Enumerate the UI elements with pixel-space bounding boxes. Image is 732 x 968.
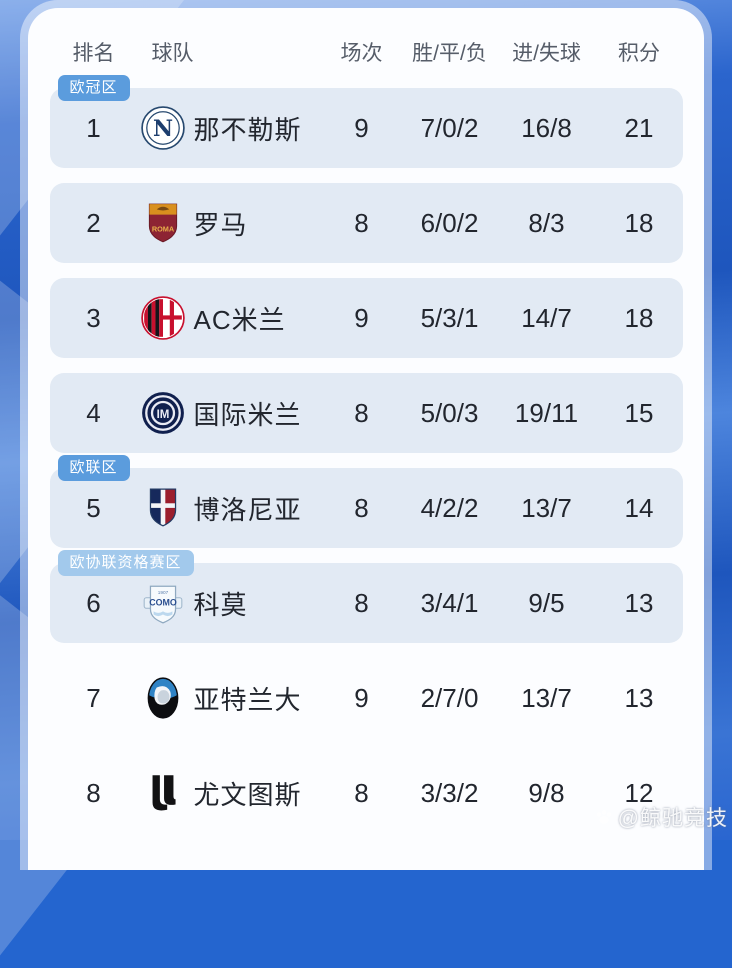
roma-logo-icon: ROMA <box>140 200 186 246</box>
table-row: 欧协联资格赛区 6 1907 COMO 科莫 8 3/4/1 9/5 13 <box>49 550 683 643</box>
matches-cell: 8 <box>354 397 369 428</box>
wdl-cell: 3/3/2 <box>420 777 479 808</box>
goals-cell: 13/7 <box>521 682 572 713</box>
table-row: 8 尤文图斯 8 3/3/2 9/8 12 <box>50 753 683 833</box>
team-name: 亚特兰大 <box>193 684 302 715</box>
wdl-cell: 4/2/2 <box>420 492 479 523</box>
header-wdl: 胜/平/负 <box>412 42 487 65</box>
ac-milan-logo-icon <box>140 295 186 341</box>
svg-text:IM: IM <box>156 409 169 421</box>
goals-cell: 16/8 <box>521 112 572 143</box>
svg-text:ROMA: ROMA <box>151 224 174 233</box>
table-row: 7 亚特兰大 9 2/7/0 13/7 13 <box>50 658 683 738</box>
card-frame: 排名 球队 场次 胜/平/负 进/失球 积分 欧冠区 1 N 那不勒斯 9 7/… <box>20 0 712 870</box>
atalanta-logo-icon <box>140 675 186 721</box>
como-logo-icon: 1907 COMO <box>140 580 186 626</box>
matches-cell: 9 <box>354 682 369 713</box>
points-cell: 18 <box>624 207 654 238</box>
table-row: 欧联区 5 博洛尼亚 8 4/2/2 13/7 14 <box>49 455 683 548</box>
matches-cell: 8 <box>354 587 369 618</box>
table-row: 欧冠区 1 N 那不勒斯 9 7/0/2 16/8 21 <box>49 75 683 168</box>
rank-cell: 4 <box>86 397 101 428</box>
team-name: 科莫 <box>193 589 248 620</box>
team-name: 国际米兰 <box>193 399 302 430</box>
goals-cell: 13/7 <box>521 492 572 523</box>
points-cell: 12 <box>624 777 654 808</box>
wdl-cell: 2/7/0 <box>420 682 479 713</box>
napoli-logo-icon: N <box>140 105 186 151</box>
table-header: 排名 球队 场次 胜/平/负 进/失球 积分 <box>50 32 683 72</box>
goals-cell: 8/3 <box>528 207 565 238</box>
points-cell: 18 <box>624 302 654 333</box>
goals-cell: 9/5 <box>528 587 565 618</box>
matches-cell: 8 <box>354 207 369 238</box>
team-name: 罗马 <box>193 209 248 240</box>
header-matches: 场次 <box>340 42 383 65</box>
table-row: 2 ROMA 罗马 8 6/0/2 8/3 18 <box>49 183 683 263</box>
team-name: 那不勒斯 <box>193 114 302 145</box>
zone-badge: 欧联区 <box>57 455 130 481</box>
header-goals: 进/失球 <box>512 42 581 65</box>
rank-cell: 6 <box>86 587 101 618</box>
points-cell: 21 <box>624 112 654 143</box>
svg-text:1907: 1907 <box>157 590 168 595</box>
goals-cell: 19/11 <box>514 397 579 428</box>
svg-text:N: N <box>152 116 172 142</box>
header-points: 积分 <box>618 42 660 65</box>
rank-cell: 8 <box>86 777 101 808</box>
table-row: 3 AC米兰 9 5/3/1 14/7 18 <box>49 278 683 358</box>
paw-icon <box>596 810 611 824</box>
team-name: 博洛尼亚 <box>193 494 302 525</box>
juventus-logo-icon <box>140 770 186 816</box>
table-body: 欧冠区 1 N 那不勒斯 9 7/0/2 16/8 21 2 ROMA 罗马 8 <box>28 75 704 833</box>
zone-badge: 欧冠区 <box>57 75 130 101</box>
inter-logo-icon: IM <box>140 390 186 436</box>
team-name: AC米兰 <box>193 304 286 335</box>
matches-cell: 9 <box>354 302 369 333</box>
rank-cell: 3 <box>86 302 101 333</box>
points-cell: 14 <box>624 492 654 523</box>
table-row: 4 IM 国际米兰 8 5/0/3 19/11 15 <box>49 373 683 453</box>
rank-cell: 1 <box>86 112 101 143</box>
wdl-cell: 7/0/2 <box>420 112 479 143</box>
watermark: @鲸驰竞技 <box>594 802 728 832</box>
zone-badge: 欧协联资格赛区 <box>57 550 194 576</box>
matches-cell: 8 <box>354 492 369 523</box>
header-team: 球队 <box>151 42 194 65</box>
goals-cell: 9/8 <box>528 777 565 808</box>
wdl-cell: 5/0/3 <box>420 397 479 428</box>
wdl-cell: 6/0/2 <box>420 207 479 238</box>
bologna-logo-icon <box>140 485 186 531</box>
goals-cell: 14/7 <box>521 302 572 333</box>
points-cell: 15 <box>624 397 654 428</box>
rank-cell: 7 <box>86 682 101 713</box>
team-name: 尤文图斯 <box>193 779 302 810</box>
wdl-cell: 3/4/1 <box>420 587 479 618</box>
points-cell: 13 <box>624 682 654 713</box>
wdl-cell: 5/3/1 <box>420 302 479 333</box>
points-cell: 13 <box>624 587 654 618</box>
rank-cell: 2 <box>86 207 101 238</box>
matches-cell: 8 <box>354 777 369 808</box>
watermark-text: @鲸驰竞技 <box>617 807 728 830</box>
standings-card: 排名 球队 场次 胜/平/负 进/失球 积分 欧冠区 1 N 那不勒斯 9 7/… <box>28 8 704 870</box>
svg-text:COMO: COMO <box>149 598 177 608</box>
matches-cell: 9 <box>354 112 369 143</box>
rank-cell: 5 <box>86 492 101 523</box>
header-rank: 排名 <box>72 42 115 65</box>
